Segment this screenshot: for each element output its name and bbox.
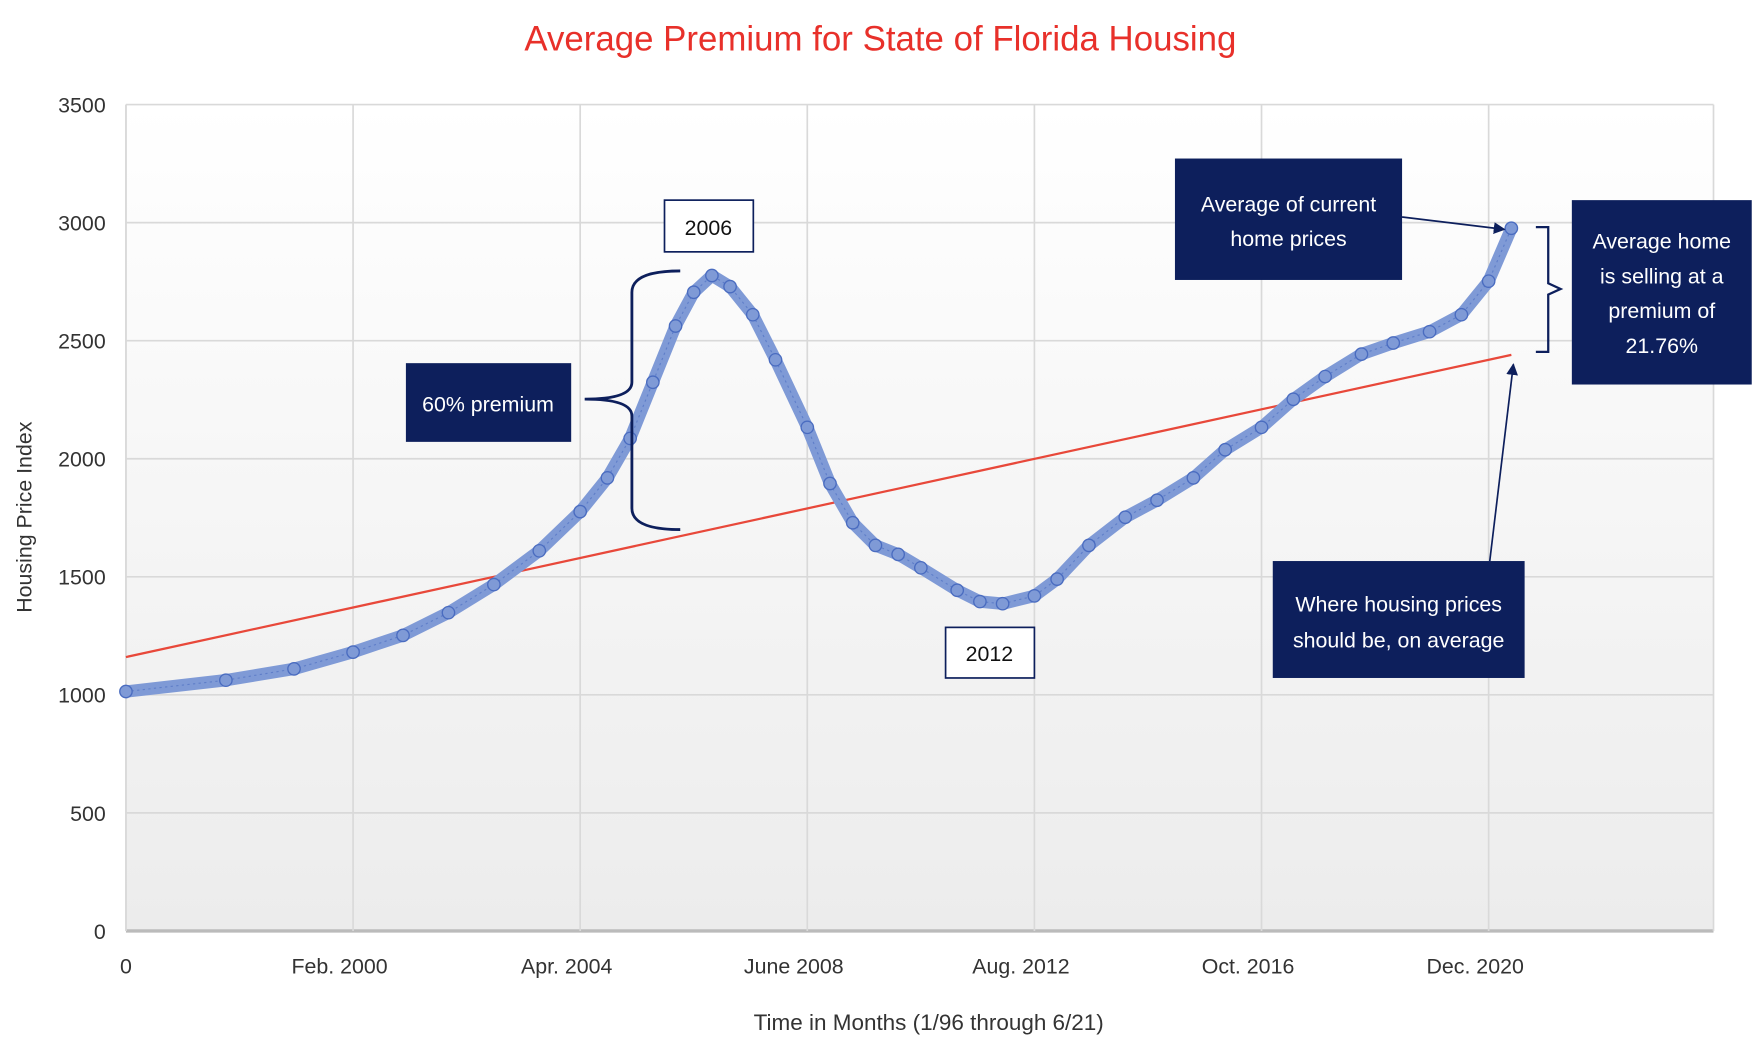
svg-text:60% premium: 60% premium	[422, 393, 554, 417]
data-point	[532, 543, 547, 558]
svg-text:2006: 2006	[685, 216, 733, 240]
plot-area	[125, 104, 1714, 931]
brace-current-premium	[1535, 225, 1564, 354]
y-axis-label: Housing Price Index	[13, 421, 37, 612]
data-point	[745, 307, 760, 322]
x-tick-label: Oct. 2016	[1202, 955, 1295, 979]
data-point	[823, 476, 837, 491]
data-point	[396, 628, 410, 643]
data-point	[119, 684, 133, 699]
svg-text:premium of: premium of	[1608, 299, 1715, 323]
data-point	[868, 538, 883, 553]
data-point	[913, 560, 928, 575]
x-tick-label: Dec. 2020	[1426, 955, 1523, 979]
y-tick-label: 1500	[58, 566, 106, 590]
x-tick-label: 0	[120, 955, 132, 979]
data-point	[1504, 221, 1519, 236]
y-tick-label: 2000	[58, 448, 106, 472]
data-point	[768, 352, 783, 367]
data-point	[287, 662, 301, 676]
data-point	[1318, 369, 1332, 384]
data-point	[1354, 347, 1369, 361]
data-point	[1422, 324, 1437, 339]
svg-text:should be, on average: should be, on average	[1293, 629, 1504, 653]
annotation-current-premium: Average home is selling at a premium of …	[1571, 200, 1752, 385]
y-tick-label: 1000	[58, 684, 106, 708]
data-point	[1454, 307, 1469, 322]
svg-text:home prices: home prices	[1230, 227, 1346, 251]
y-tick-label: 500	[70, 802, 106, 826]
x-axis-label: Time in Months (1/96 through 6/21)	[754, 1010, 1104, 1035]
svg-text:Average of current: Average of current	[1201, 192, 1376, 216]
data-point	[1286, 392, 1301, 407]
y-tick-label: 2500	[58, 330, 106, 354]
x-tick-label: Feb. 2000	[291, 955, 387, 979]
annotation-2006: 2006	[663, 199, 755, 253]
y-tick-label: 0	[94, 920, 106, 944]
series-housing-price-index	[119, 221, 1519, 699]
svg-text:2012: 2012	[966, 642, 1014, 666]
data-point	[723, 279, 737, 294]
data-point	[1254, 420, 1269, 435]
data-point	[800, 420, 815, 435]
brace-2006	[584, 269, 681, 531]
x-axis: 0 Feb. 2000 Apr. 2004 June 2008 Aug. 2012 Oct…	[120, 955, 1524, 979]
data-point	[1218, 442, 1233, 457]
data-point	[1186, 470, 1201, 485]
arrow-current-average	[1401, 216, 1506, 234]
svg-text:Where housing prices: Where housing prices	[1295, 593, 1502, 617]
data-point	[1481, 274, 1496, 289]
y-axis: 0 500 1000 1500 2000 2500 3000 3500	[58, 93, 106, 943]
data-point	[668, 319, 683, 333]
data-point	[845, 515, 860, 530]
data-point	[1386, 336, 1401, 350]
data-point	[1027, 589, 1042, 603]
data-point	[686, 285, 701, 300]
data-point	[645, 375, 660, 390]
data-point	[573, 504, 588, 519]
data-point	[950, 583, 965, 598]
annotation-2012: 2012	[944, 626, 1036, 679]
x-tick-label: Aug. 2012	[972, 955, 1069, 979]
data-point	[346, 645, 360, 659]
chart-title: Average Premium for State of Florida Hou…	[524, 20, 1236, 59]
y-tick-label: 3500	[58, 93, 106, 117]
data-point	[973, 594, 987, 609]
data-point	[891, 547, 905, 562]
data-point	[600, 470, 615, 485]
y-tick-label: 3000	[58, 211, 106, 235]
data-point	[487, 577, 501, 592]
data-point	[1050, 572, 1064, 587]
data-point	[441, 605, 456, 620]
data-point	[1118, 510, 1133, 525]
svg-text:Average home: Average home	[1593, 229, 1732, 253]
data-point	[219, 673, 233, 688]
x-tick-label: Apr. 2004	[521, 955, 613, 979]
data-point	[1150, 493, 1164, 508]
annotation-trend-note: Where housing prices should be, on avera…	[1272, 561, 1525, 678]
arrow-trend-note	[1488, 363, 1518, 562]
data-point	[705, 268, 719, 283]
annotation-60-premium: 60% premium	[405, 363, 572, 442]
svg-text:is selling at a: is selling at a	[1600, 264, 1724, 288]
svg-text:21.76%: 21.76%	[1626, 334, 1698, 358]
data-point	[995, 596, 1010, 611]
data-point	[623, 431, 638, 446]
annotation-current-average: Average of current home prices	[1174, 158, 1403, 280]
x-tick-label: June 2008	[744, 955, 844, 979]
data-point	[1082, 538, 1096, 553]
